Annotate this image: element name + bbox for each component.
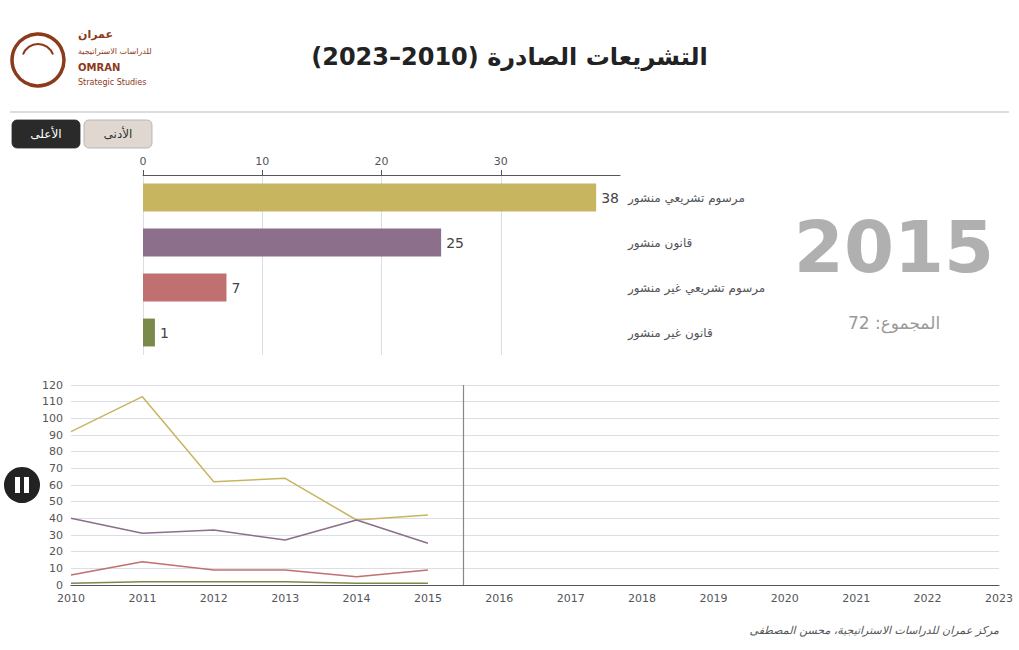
svg-text:80: 80: [49, 445, 63, 458]
svg-text:Strategic Studies: Strategic Studies: [78, 78, 146, 87]
svg-text:60: 60: [49, 479, 63, 492]
svg-text:0: 0: [140, 155, 147, 168]
svg-text:2011: 2011: [128, 592, 156, 605]
svg-text:قانون منشور: قانون منشور: [627, 236, 692, 251]
svg-text:قانون غير منشور: قانون غير منشور: [627, 326, 713, 341]
svg-text:عمران: عمران: [78, 28, 113, 41]
svg-text:OMRAN: OMRAN: [78, 62, 120, 73]
svg-text:90: 90: [49, 429, 63, 442]
svg-text:2013: 2013: [271, 592, 299, 605]
svg-text:2021: 2021: [842, 592, 870, 605]
svg-text:30: 30: [494, 155, 508, 168]
svg-text:2018: 2018: [628, 592, 656, 605]
svg-text:1: 1: [160, 325, 169, 341]
svg-text:الأدنى: الأدنى: [104, 126, 133, 141]
svg-text:مرسوم تشريعي غير منشور: مرسوم تشريعي غير منشور: [627, 281, 765, 296]
svg-text:0: 0: [56, 579, 63, 592]
svg-text:2015: 2015: [794, 205, 994, 289]
svg-text:10: 10: [255, 155, 269, 168]
svg-text:مرسوم تشريعي منشور: مرسوم تشريعي منشور: [627, 191, 745, 206]
svg-text:30: 30: [49, 529, 63, 542]
svg-text:2023: 2023: [985, 592, 1013, 605]
svg-text:20: 20: [375, 155, 389, 168]
svg-text:110: 110: [42, 395, 63, 408]
svg-text:مركز عمران للدراسات الاستراتيج: مركز عمران للدراسات الاستراتيجية، محسن ا…: [750, 624, 1000, 637]
svg-text:2016: 2016: [485, 592, 513, 605]
svg-text:2012: 2012: [200, 592, 228, 605]
svg-text:التشريعات الصادرة (2010–2023): التشريعات الصادرة (2010–2023): [311, 43, 708, 71]
svg-text:2022: 2022: [914, 592, 942, 605]
svg-text:38: 38: [601, 190, 619, 206]
svg-text:2014: 2014: [343, 592, 371, 605]
svg-text:25: 25: [446, 235, 464, 251]
svg-text:2015: 2015: [414, 592, 442, 605]
svg-text:الأعلى: الأعلى: [30, 126, 61, 141]
svg-text:120: 120: [42, 379, 63, 392]
svg-text:20: 20: [49, 545, 63, 558]
svg-text:70: 70: [49, 462, 63, 475]
svg-text:2010: 2010: [57, 592, 85, 605]
svg-text:100: 100: [42, 412, 63, 425]
svg-text:المجموع: 72: المجموع: 72: [848, 313, 940, 334]
svg-text:2019: 2019: [699, 592, 727, 605]
svg-text:للدراسات الاستراتيجية: للدراسات الاستراتيجية: [78, 47, 152, 56]
svg-text:50: 50: [49, 495, 63, 508]
svg-text:40: 40: [49, 512, 63, 525]
svg-text:7: 7: [231, 280, 240, 296]
svg-text:2020: 2020: [771, 592, 799, 605]
svg-text:10: 10: [49, 562, 63, 575]
svg-text:2017: 2017: [557, 592, 585, 605]
